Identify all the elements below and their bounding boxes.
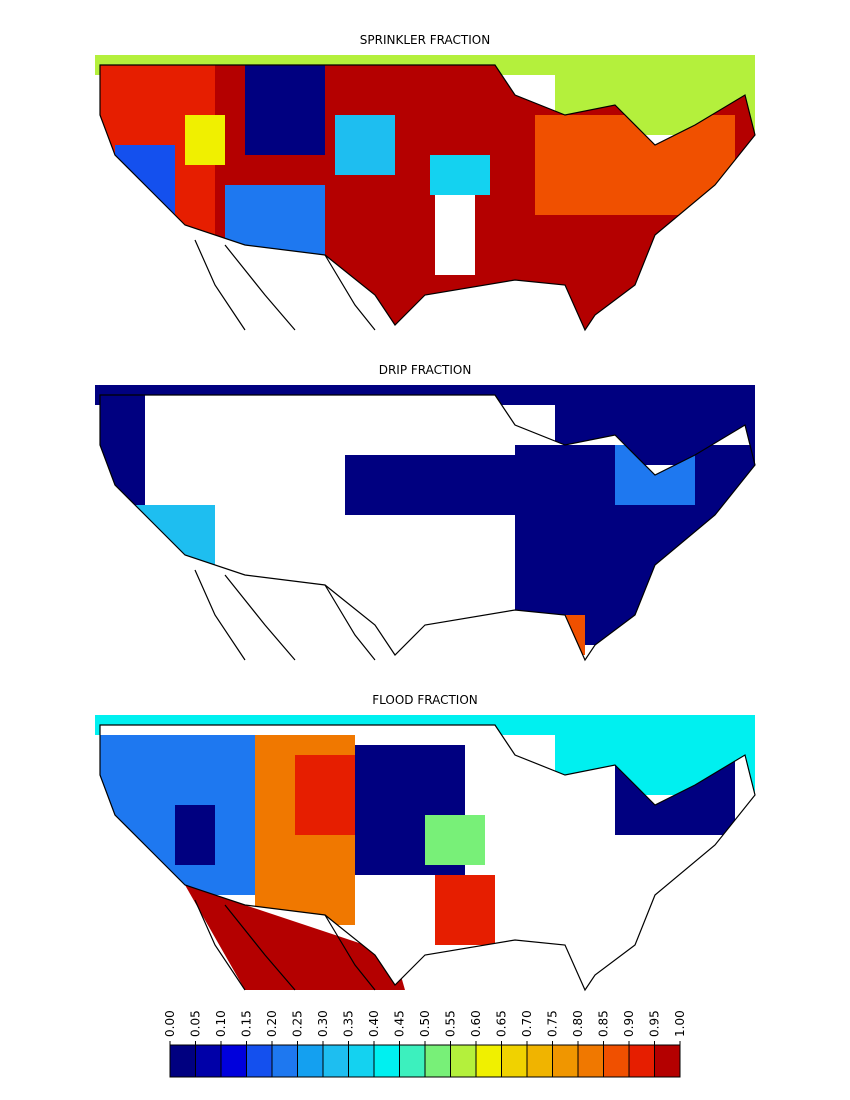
tick-label: 0.90	[622, 1010, 636, 1037]
region-fill	[175, 805, 215, 865]
color-swatch	[220, 1044, 247, 1078]
region-fill	[245, 65, 325, 155]
region-fill	[115, 145, 175, 235]
color-swatch	[373, 1044, 400, 1078]
color-swatch	[654, 1044, 681, 1078]
tick-label: 0.05	[189, 1010, 203, 1037]
tick-label: 0.50	[418, 1010, 432, 1037]
region-fill	[425, 815, 485, 865]
color-swatch	[246, 1044, 273, 1078]
tick-label: 0.00	[163, 1010, 177, 1037]
color-swatch	[169, 1044, 196, 1078]
color-swatch	[501, 1044, 528, 1078]
panel-title: SPRINKLER FRACTION	[360, 33, 490, 47]
map-panel	[95, 55, 756, 331]
tick-label: 0.85	[597, 1010, 611, 1037]
color-swatch	[475, 1044, 502, 1078]
tick-label: 0.80	[571, 1010, 585, 1037]
color-swatch	[577, 1044, 604, 1078]
tick-label: 0.20	[265, 1010, 279, 1037]
color-swatch	[297, 1044, 324, 1078]
tick-label: 0.55	[444, 1010, 458, 1037]
map-panel	[95, 715, 756, 991]
color-swatch	[628, 1044, 655, 1078]
tick-label: 0.60	[469, 1010, 483, 1037]
panel-title: DRIP FRACTION	[379, 363, 472, 377]
tick-label: 0.45	[393, 1010, 407, 1037]
colorbar: 0.00 0.05 0.10 0.15 0.20 0.25 0.30 0.35 0.40 0.45…	[163, 1010, 687, 1078]
region-fill	[225, 185, 325, 255]
color-swatch	[271, 1044, 298, 1078]
region-fill	[430, 155, 490, 195]
region-fill	[435, 195, 475, 275]
region-fill	[335, 115, 395, 175]
color-swatch	[348, 1044, 375, 1078]
tick-label: 0.30	[316, 1010, 330, 1037]
color-swatch	[526, 1044, 553, 1078]
tick-label: 0.75	[546, 1010, 560, 1037]
color-swatch	[322, 1044, 349, 1078]
tick-label: 0.10	[214, 1010, 228, 1037]
tick-label: 0.35	[342, 1010, 356, 1037]
tick-label: 0.15	[240, 1010, 254, 1037]
tick-label: 1.00	[673, 1010, 687, 1037]
region-fill	[295, 755, 355, 835]
color-swatch	[195, 1044, 222, 1078]
panel-title: FLOOD FRACTION	[372, 693, 478, 707]
tick-label: 0.40	[367, 1010, 381, 1037]
region-fill	[435, 875, 495, 945]
tick-label: 0.25	[291, 1010, 305, 1037]
region-fill	[345, 455, 545, 515]
region-fill	[535, 115, 735, 215]
region-fill	[185, 115, 225, 165]
region-fill	[185, 885, 405, 990]
region-fill	[100, 395, 145, 565]
color-swatch	[603, 1044, 630, 1078]
color-swatch	[552, 1044, 579, 1078]
color-swatch	[399, 1044, 426, 1078]
color-swatch	[450, 1044, 477, 1078]
tick-label: 0.65	[495, 1010, 509, 1037]
tick-label: 0.95	[648, 1010, 662, 1037]
tick-label: 0.70	[520, 1010, 534, 1037]
color-swatch	[424, 1044, 451, 1078]
map-panel	[95, 385, 756, 661]
